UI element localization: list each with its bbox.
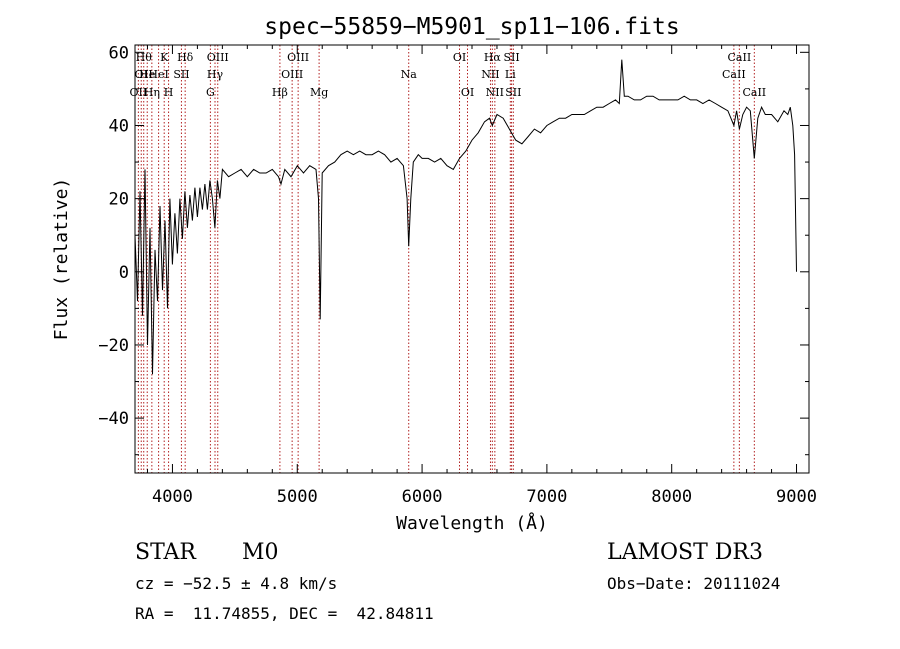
line-label-15: OIII	[287, 51, 309, 64]
y-tick-label-4: 40	[109, 116, 129, 136]
observation-date: Obs−Date: 20111024	[607, 574, 781, 593]
plot-frame	[134, 44, 810, 474]
spectral-line-markers	[137, 45, 755, 473]
line-label-24: SII	[503, 51, 519, 64]
line-label-8: SII	[173, 68, 189, 81]
line-label-9: Hδ	[177, 51, 194, 64]
line-label-11: Hγ	[207, 68, 224, 81]
x-axis: 4000 5000 6000 7000 8000 9000	[146, 45, 817, 507]
line-label-1: OI	[135, 68, 148, 81]
object-subclass: M0	[242, 540, 279, 565]
line-label-23: Li	[505, 68, 516, 81]
x-tick-label-3: 7000	[526, 487, 567, 507]
y-tick-label-3: 20	[109, 190, 129, 210]
x-tick-label-4: 8000	[651, 487, 692, 507]
line-label-28: CaII	[742, 86, 766, 99]
line-label-2: Hθ	[136, 51, 153, 64]
line-label-3: He	[139, 68, 155, 81]
line-label-12: OIII	[207, 51, 229, 64]
x-tick-label-5: 9000	[776, 487, 817, 507]
y-tick-label-0: −40	[98, 409, 129, 429]
survey-name: LAMOST DR3	[607, 540, 763, 565]
line-label-14: OIII	[281, 68, 303, 81]
line-label-6: K	[160, 51, 169, 64]
line-label-27: CaII	[728, 51, 752, 64]
line-label-4: Hη	[144, 86, 160, 99]
chart-title: spec−55859−M5901_sp11−106.fits	[264, 14, 679, 40]
y-tick-label-2: 0	[119, 263, 129, 283]
line-label-5: HeI	[148, 68, 168, 81]
object-class: STAR	[135, 540, 196, 565]
y-tick-label-1: −20	[98, 336, 129, 356]
x-tick-label-2: 6000	[402, 487, 443, 507]
spectral-line-labels: OII OI Hθ He Hη HeI K H SII Hδ G Hγ OIII Hβ OIII OIII Mg…	[130, 51, 767, 99]
y-tick-label-5: 60	[109, 43, 129, 63]
line-label-10: G	[206, 86, 215, 99]
x-tick-label-0: 4000	[152, 487, 193, 507]
line-label-18: OI	[453, 51, 466, 64]
y-axis: −40 −20 0 20 40 60	[98, 43, 809, 456]
line-label-0: OII	[130, 86, 148, 99]
line-label-21: Hα	[484, 51, 502, 64]
line-label-7: H	[164, 86, 174, 99]
spectrum-line	[134, 59, 797, 375]
y-axis-label: Flux (relative)	[51, 178, 72, 341]
line-label-16: Mg	[310, 86, 328, 99]
line-label-26: CaII	[722, 68, 746, 81]
line-label-19: OI	[461, 86, 474, 99]
x-axis-label: Wavelength (Å)	[396, 512, 548, 534]
line-label-20: NII	[481, 68, 499, 81]
line-label-25: SII	[505, 86, 521, 99]
line-label-17: Na	[401, 68, 418, 81]
line-label-22: NII	[486, 86, 504, 99]
redshift-cz: cz = −52.5 ± 4.8 km/s	[135, 574, 338, 593]
line-label-13: Hβ	[272, 86, 288, 99]
x-tick-label-1: 5000	[277, 487, 318, 507]
coordinates: RA = 11.74855, DEC = 42.84811	[135, 604, 434, 623]
